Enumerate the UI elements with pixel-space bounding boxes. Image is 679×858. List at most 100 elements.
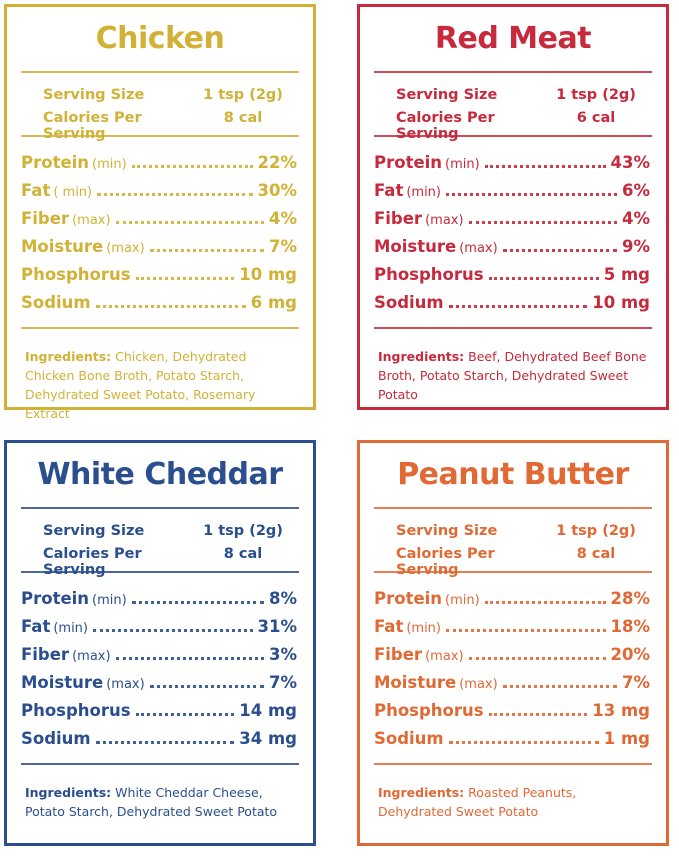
ingredients: Ingredients: Beef, Dehydrated Beef Bone … [378,347,648,404]
ingredients-label: Ingredients: [378,785,465,800]
dot-leader [135,277,235,280]
nutrient-name: Sodium [21,729,91,748]
nutrient-row: Fiber (max) 20% [374,645,650,664]
nutrient-name: Fat [374,181,404,200]
calories-label: Calories Per Serving [43,546,142,578]
dot-leader [149,249,264,252]
nutrient-value: 4% [621,209,650,228]
nutrient-qualifier: (max) [425,213,464,228]
nutrient-row: Protein (min) 8% [21,589,297,608]
panel-title: Peanut Butter [397,457,629,492]
serving-label: Serving Size [396,523,498,539]
serving-row: Serving Size 1 tsp (2g) [43,523,283,539]
nutrient-row: Moisture (max) 7% [374,673,650,692]
nutrient-name: Fiber [374,645,423,664]
dot-leader [468,221,617,224]
divider [374,327,652,329]
calories-label: Calories Per Serving [43,110,142,142]
nutrient-value: 30% [257,181,298,200]
calories-value: 6 cal [576,110,616,126]
nutrient-value: 6% [621,181,650,200]
nutrient-row: Sodium 34 mg [21,729,297,748]
nutrient-name: Sodium [374,293,444,312]
dot-leader [446,629,606,632]
nutrient-qualifier: (max) [425,649,464,664]
nutrient-value: 7% [621,673,650,692]
dot-leader [135,713,235,716]
dot-leader [502,249,617,252]
ingredients-label: Ingredients: [378,349,465,364]
nutrient-row: Fat (min) 31% [21,617,297,636]
divider [374,135,652,137]
dot-leader [115,657,264,660]
ingredients-label: Ingredients: [25,349,112,364]
serving-value: 1 tsp (2g) [203,87,283,103]
nutrient-name: Moisture [21,673,104,692]
calories-row: Calories Per Serving 8 cal [396,546,636,578]
nutrient-name: Fat [374,617,404,636]
nutrient-value: 18% [610,617,651,636]
nutrient-row: Phosphorus 5 mg [374,265,650,284]
nutrient-value: 5 mg [603,265,650,284]
nutrient-row: Protein (min) 28% [374,589,650,608]
dot-leader [115,221,264,224]
ingredients-text: Roasted Peanuts, Dehydrated Sweet Potato [378,785,577,819]
dot-leader [448,305,588,308]
nutrient-qualifier: ( min) [53,185,93,200]
nutrient-value: 1 mg [603,729,650,748]
nutrient-name: Moisture [374,237,457,256]
nutrient-row: Sodium 1 mg [374,729,650,748]
serving-label: Serving Size [396,87,498,103]
dot-leader [97,193,253,196]
nutrient-qualifier: (min) [406,185,441,200]
nutrient-name: Fat [21,181,51,200]
nutrient-row: Moisture (max) 7% [21,673,297,692]
serving-value: 1 tsp (2g) [556,87,636,103]
calories-value: 8 cal [223,546,263,562]
calories-row: Calories Per Serving 8 cal [43,546,283,578]
divider [374,71,652,73]
divider [21,763,299,765]
dot-leader [488,713,588,716]
nutrient-name: Moisture [374,673,457,692]
nutrient-qualifier: (min) [445,593,480,608]
nutrient-qualifier: (max) [72,649,111,664]
ingredients-text: White Cheddar Cheese, Potato Starch, Deh… [25,785,278,819]
nutrient-value: 34 mg [239,729,297,748]
nutrient-name: Protein [374,589,443,608]
dot-leader [502,685,617,688]
nutrient-value: 14 mg [239,701,297,720]
nutrition-panel: Peanut Butter Serving Size 1 tsp (2g) Calor… [357,440,669,846]
calories-value: 8 cal [223,110,263,126]
nutrient-name: Phosphorus [374,265,484,284]
nutrient-value: 13 mg [592,701,650,720]
divider [374,763,652,765]
nutrient-row: Sodium 10 mg [374,293,650,312]
nutrient-row: Fat( min) 30% [21,181,297,200]
serving-value: 1 tsp (2g) [203,523,283,539]
nutrient-row: Protein (min) 43% [374,153,650,172]
serving-value: 1 tsp (2g) [556,523,636,539]
nutrient-value: 7% [268,673,297,692]
dot-leader [131,601,264,604]
serving-row: Serving Size 1 tsp (2g) [396,523,636,539]
ingredients-label: Ingredients: [25,785,112,800]
divider [374,507,652,509]
nutrient-name: Fat [21,617,51,636]
serving-row: Serving Size 1 tsp (2g) [43,87,283,103]
ingredients-text: Chicken, Dehydrated Chicken Bone Broth, … [25,349,256,421]
divider [21,571,299,573]
dot-leader [93,629,253,632]
nutrient-qualifier: (max) [459,241,498,256]
nutrition-panel: White Cheddar Serving Size 1 tsp (2g) Calor… [4,440,316,846]
nutrient-value: 7% [268,237,297,256]
panel-title: Red Meat [434,21,592,56]
nutrient-qualifier: (max) [72,213,111,228]
nutrient-value: 20% [610,645,651,664]
nutrition-panel: Red Meat Serving Size 1 tsp (2g) Calories P… [357,4,669,410]
nutrient-name: Sodium [374,729,444,748]
nutrient-name: Fiber [21,209,70,228]
dot-leader [448,741,599,744]
nutrient-value: 31% [257,617,298,636]
dot-leader [484,165,606,168]
